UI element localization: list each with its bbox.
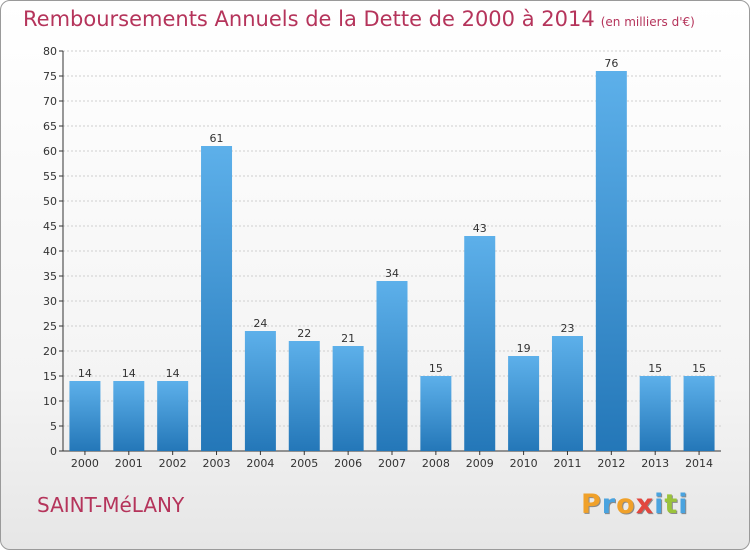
y-tick-label: 45 xyxy=(43,220,57,233)
y-tick-label: 35 xyxy=(43,270,57,283)
bar xyxy=(244,331,276,451)
chart-title-text: Remboursements Annuels de la Dette de 20… xyxy=(23,7,595,31)
bar xyxy=(332,346,364,451)
data-label: 61 xyxy=(210,132,224,145)
y-tick-label: 5 xyxy=(50,420,57,433)
bar xyxy=(551,336,583,451)
y-tick-label: 0 xyxy=(50,445,57,458)
x-tick-label: 2003 xyxy=(203,457,231,470)
commune-name: SAINT-MéLANY xyxy=(37,493,185,517)
data-label: 43 xyxy=(473,222,487,235)
y-tick-label: 30 xyxy=(43,295,57,308)
bar xyxy=(376,281,408,451)
x-tick-label: 2001 xyxy=(115,457,143,470)
logo-letter: i xyxy=(654,489,665,520)
x-tick-label: 2008 xyxy=(422,457,450,470)
x-tick-label: 2014 xyxy=(685,457,713,470)
y-tick-label: 80 xyxy=(43,45,57,58)
y-tick-label: 75 xyxy=(43,70,57,83)
bar xyxy=(508,356,540,451)
x-tick-label: 2004 xyxy=(246,457,274,470)
data-label: 14 xyxy=(166,367,180,380)
logo-letter: o xyxy=(616,489,636,520)
logo-letter: x xyxy=(635,489,655,520)
x-tick-label: 2012 xyxy=(597,457,625,470)
data-label: 15 xyxy=(648,362,662,375)
data-label: 24 xyxy=(253,317,267,330)
bar xyxy=(157,381,189,451)
data-label: 23 xyxy=(560,322,574,335)
y-tick-label: 60 xyxy=(43,145,57,158)
bar xyxy=(639,376,671,451)
data-label: 34 xyxy=(385,267,399,280)
data-label: 15 xyxy=(692,362,706,375)
bar xyxy=(201,146,233,451)
chart-unit: (en milliers d'€) xyxy=(600,15,695,29)
logo-letter: t xyxy=(664,489,679,520)
y-tick-label: 70 xyxy=(43,95,57,108)
y-tick-label: 40 xyxy=(43,245,57,258)
data-label: 76 xyxy=(604,57,618,70)
bar xyxy=(683,376,715,451)
logo-letter: P xyxy=(581,489,602,520)
data-label: 14 xyxy=(122,367,136,380)
x-tick-label: 2000 xyxy=(71,457,99,470)
x-tick-label: 2002 xyxy=(159,457,187,470)
y-tick-label: 55 xyxy=(43,170,57,183)
bar xyxy=(69,381,101,451)
x-tick-label: 2009 xyxy=(466,457,494,470)
y-tick-label: 20 xyxy=(43,345,57,358)
logo-letter: r xyxy=(601,489,617,520)
x-tick-label: 2006 xyxy=(334,457,362,470)
y-tick-label: 15 xyxy=(43,370,57,383)
bar xyxy=(420,376,452,451)
y-tick-label: 25 xyxy=(43,320,57,333)
proxiti-logo: Proxiti xyxy=(581,489,689,520)
data-label: 19 xyxy=(517,342,531,355)
data-label: 15 xyxy=(429,362,443,375)
data-label: 21 xyxy=(341,332,355,345)
y-tick-label: 65 xyxy=(43,120,57,133)
x-tick-label: 2007 xyxy=(378,457,406,470)
x-tick-label: 2010 xyxy=(510,457,538,470)
data-label: 14 xyxy=(78,367,92,380)
data-label: 22 xyxy=(297,327,311,340)
x-tick-label: 2013 xyxy=(641,457,669,470)
chart-title: Remboursements Annuels de la Dette de 20… xyxy=(23,7,695,31)
bar xyxy=(464,236,496,451)
bar xyxy=(288,341,320,451)
x-tick-label: 2005 xyxy=(290,457,318,470)
bar xyxy=(595,71,627,451)
x-tick-label: 2011 xyxy=(553,457,581,470)
logo-letter: i xyxy=(678,489,689,520)
y-tick-label: 10 xyxy=(43,395,57,408)
y-tick-label: 50 xyxy=(43,195,57,208)
bar xyxy=(113,381,145,451)
